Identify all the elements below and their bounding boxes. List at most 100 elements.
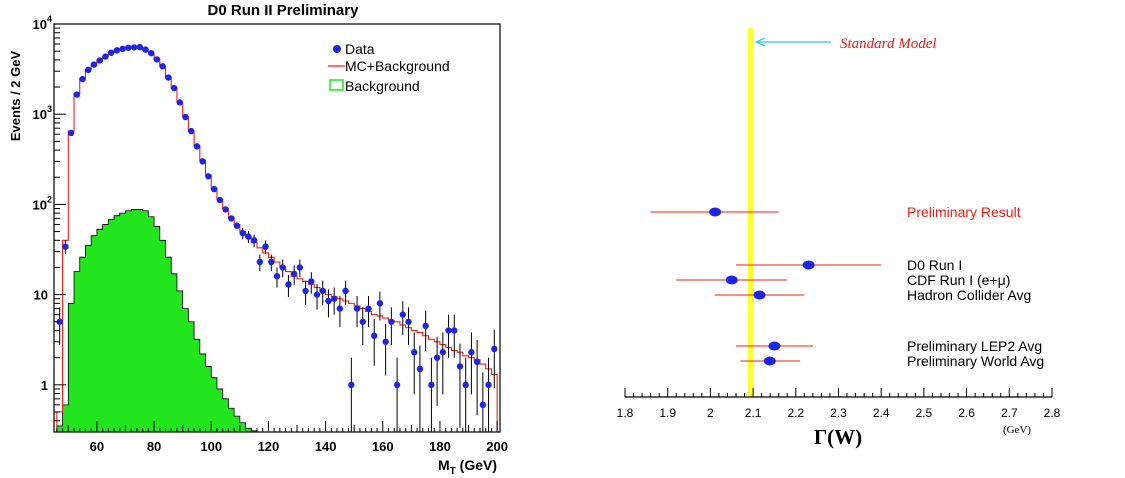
gamma-tick-label: 1.9 (659, 406, 676, 420)
x-axis-label-main: M (438, 457, 450, 473)
measurement-row: Preliminary Result (650, 204, 1021, 220)
x-axis-label-subscript: T (450, 466, 456, 477)
data-point (239, 229, 246, 237)
measurement-point (768, 341, 781, 351)
x-tick-label: 200 (486, 439, 508, 454)
data-point (170, 84, 178, 92)
gamma-tick-label: 2.7 (1001, 406, 1018, 420)
data-point (422, 322, 429, 330)
data-point (485, 381, 492, 389)
data-point (113, 47, 121, 54)
gamma-tick-label: 2.2 (787, 406, 804, 420)
y-tick-label: 10 (34, 288, 48, 303)
gamma-tick-label: 2.3 (830, 406, 847, 420)
left-chart: D0 Run II Preliminary Events / 2 GeV 60 8… (8, 2, 508, 477)
data-point (416, 365, 424, 373)
measurement-point (763, 356, 776, 366)
data-point (256, 258, 264, 266)
data-point (216, 196, 224, 204)
measurement-point (802, 260, 815, 270)
y-axis-label: Events / 2 GeV (8, 51, 23, 142)
y-tick-label: 103 (33, 104, 52, 122)
data-point (85, 66, 92, 74)
data-point (359, 318, 366, 325)
data-point (348, 381, 355, 389)
data-point (393, 381, 401, 389)
legend-mc-label: MC+Background (345, 58, 450, 74)
data-point (462, 381, 469, 389)
measurement-label: CDF Run I (e+μ) (907, 272, 1010, 288)
gamma-tick-label: 2.5 (916, 406, 933, 420)
legend: Data MC+Background Background (328, 41, 450, 94)
left-plot-frame (53, 23, 501, 433)
data-point (233, 222, 241, 229)
data-point (473, 358, 481, 366)
data-point (313, 291, 321, 298)
y-tick-label: 104 (33, 14, 52, 32)
data-point (107, 49, 115, 56)
legend-background-label: Background (345, 78, 420, 94)
data-point (67, 129, 75, 137)
measurement-label: Preliminary World Avg (907, 353, 1044, 369)
data-point (388, 318, 395, 325)
data-point (296, 264, 304, 271)
data-point (188, 127, 195, 135)
gamma-tick-label: 1.8 (617, 406, 634, 420)
x-axis-label: MT (GeV) (438, 457, 497, 477)
data-point (90, 61, 98, 68)
x-axis-unit-label: (GeV) (1003, 424, 1031, 436)
data-point (250, 237, 258, 244)
data-point (119, 45, 126, 53)
data-point (222, 206, 229, 213)
x-tick-label: 140 (315, 439, 337, 454)
arrow-head-icon (755, 37, 766, 47)
data-point (365, 305, 372, 312)
gamma-tick-label: 2.4 (873, 406, 890, 420)
x-tick-label: 180 (429, 439, 451, 454)
data-point (468, 349, 475, 356)
data-point (456, 363, 464, 370)
data-point (62, 243, 69, 250)
data-point (411, 349, 418, 356)
gamma-tick-label: 2.8 (1044, 406, 1061, 420)
data-point (73, 91, 81, 98)
measurement-label: Hadron Collider Avg (907, 287, 1031, 303)
standard-model-label: Standard Model (840, 36, 937, 52)
data-point (130, 44, 138, 51)
data-point (371, 332, 378, 339)
x-tick-label: 60 (90, 439, 104, 454)
data-point (262, 243, 269, 250)
data-point (245, 233, 252, 240)
x-tick-label: 120 (258, 439, 280, 454)
data-point (205, 173, 212, 180)
data-point (142, 46, 149, 53)
data-point (433, 354, 441, 361)
measurement-row: CDF Run I (e+μ) (676, 272, 1010, 288)
data-point (330, 295, 338, 302)
x-tick-label: 160 (372, 439, 394, 454)
measurement-row: Hadron Collider Avg (714, 287, 1031, 303)
legend-background-swatch (329, 79, 344, 91)
data-point (336, 305, 344, 312)
data-point (193, 143, 201, 150)
data-point (451, 327, 458, 334)
data-point (290, 270, 298, 278)
measurement-label: Preliminary Result (907, 204, 1021, 220)
data-point (376, 300, 384, 307)
data-point (148, 49, 155, 57)
measurement-row: D0 Run I (736, 257, 962, 273)
data-point (308, 278, 315, 285)
background-histogram (56, 209, 263, 432)
data-point (268, 258, 275, 266)
measurement-row: Preliminary LEP2 Avg (736, 338, 1042, 354)
data-point (96, 57, 103, 64)
data-point (325, 297, 332, 305)
gamma-tick-label: 2.1 (745, 406, 762, 420)
measurement-point (709, 207, 722, 217)
data-point (319, 287, 326, 295)
data-point (136, 43, 143, 51)
data-point (273, 273, 281, 280)
x-tick-label: 80 (147, 439, 161, 454)
